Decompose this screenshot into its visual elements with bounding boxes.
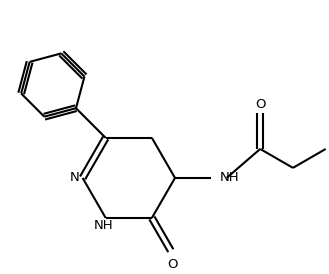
Text: N: N [70,172,80,184]
Text: NH: NH [220,172,240,184]
Text: O: O [168,258,178,271]
Text: O: O [255,98,266,111]
Text: NH: NH [94,219,114,232]
